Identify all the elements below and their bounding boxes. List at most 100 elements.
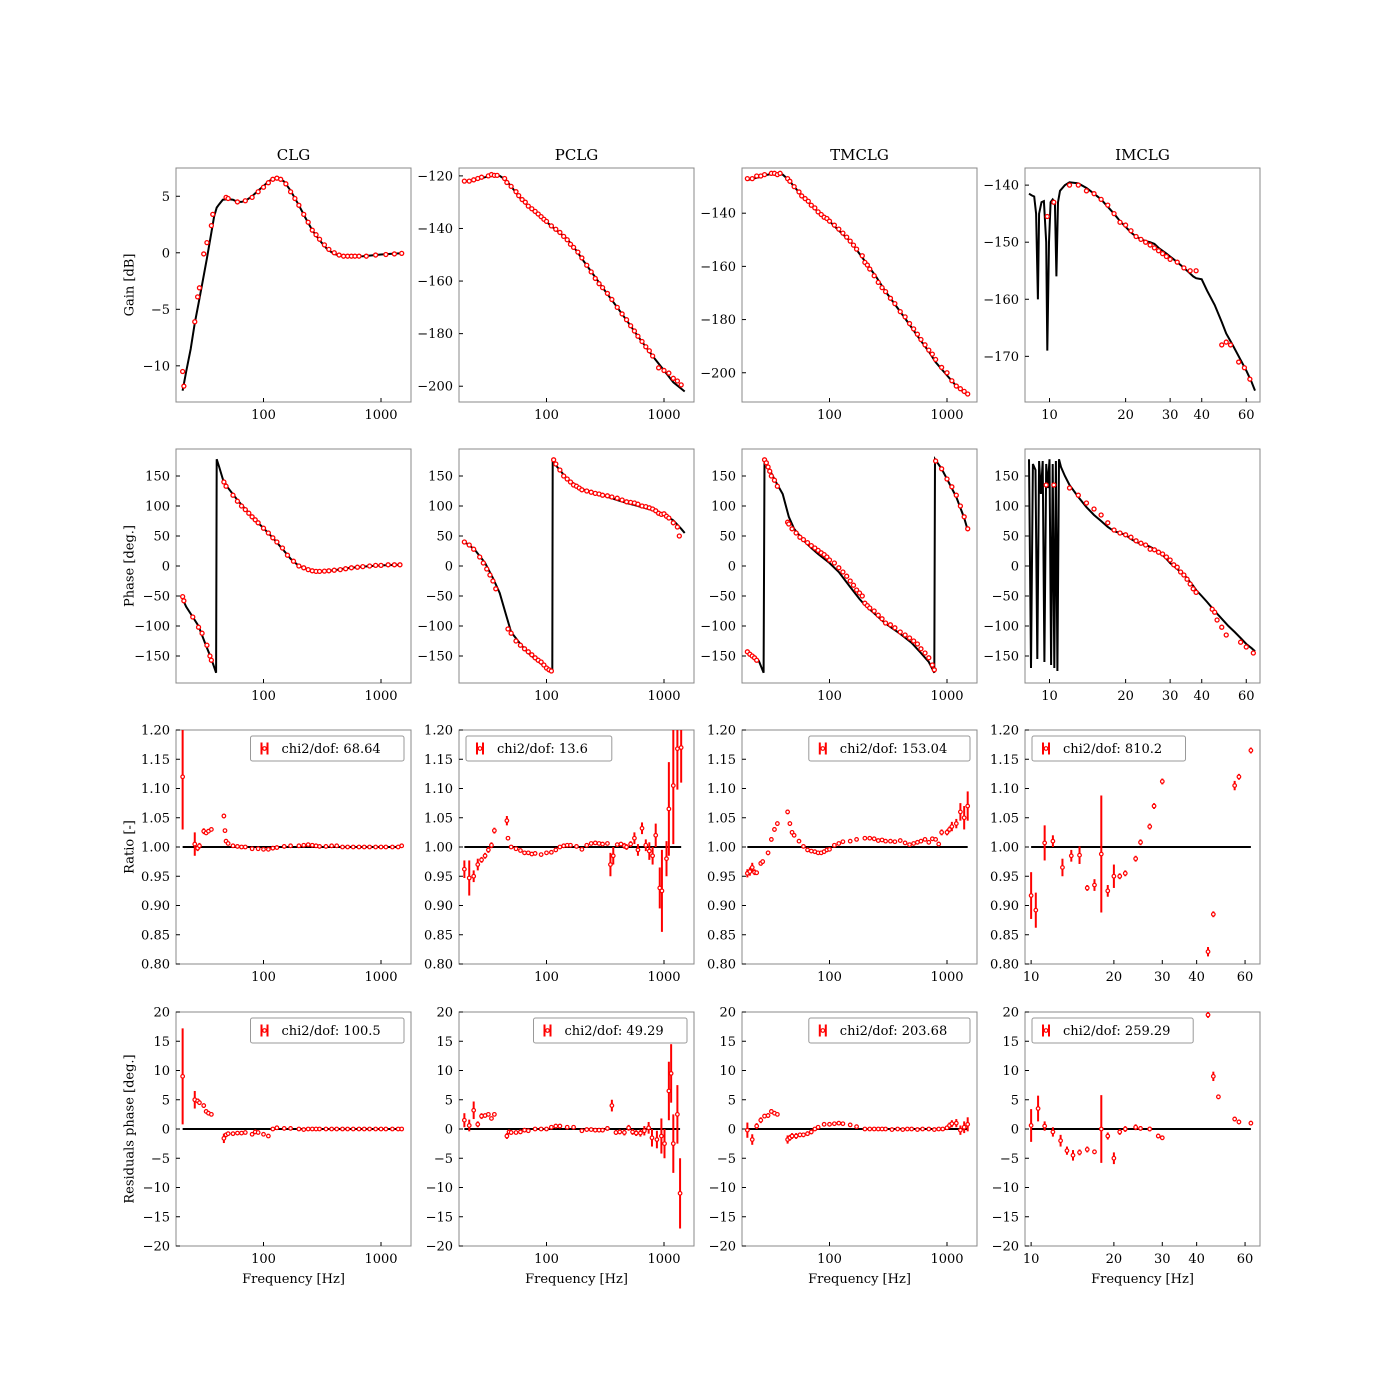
data-point — [1128, 228, 1134, 234]
y-tick-label: 15 — [436, 1035, 453, 1050]
x-tick-label: 1000 — [647, 689, 680, 704]
data-point — [957, 386, 964, 392]
data-point — [879, 616, 885, 622]
y-tick-label: 150 — [994, 470, 1019, 485]
data-point — [372, 252, 379, 258]
data-point — [774, 1111, 780, 1117]
data-point — [856, 590, 863, 596]
data-point — [624, 844, 629, 850]
data-point — [765, 1113, 771, 1118]
data-point — [1219, 342, 1225, 348]
data-point — [749, 1137, 755, 1142]
data-point — [847, 578, 853, 584]
data-point — [744, 1127, 750, 1133]
y-tick-label: −10 — [426, 1181, 453, 1196]
data-point — [553, 847, 559, 853]
data-point — [1117, 219, 1123, 225]
data-point — [768, 473, 775, 479]
data-point — [230, 843, 236, 849]
data-point — [821, 1121, 827, 1127]
data-point — [1236, 359, 1242, 365]
data-point — [548, 849, 554, 855]
data-point — [265, 180, 272, 186]
data-point — [592, 275, 598, 282]
data-point — [508, 1130, 514, 1135]
data-point — [296, 843, 302, 849]
data-point — [659, 888, 665, 894]
data-point — [588, 1127, 594, 1132]
y-tick-label: −100 — [417, 620, 453, 635]
y-tick-label: 1.20 — [141, 724, 170, 739]
plot-area — [1028, 1012, 1254, 1165]
data-point — [853, 246, 860, 252]
data-point — [544, 1126, 549, 1132]
data-point — [279, 545, 286, 551]
data-point — [493, 586, 499, 592]
data-point — [871, 273, 877, 279]
y-tick-label: 0.95 — [990, 870, 1019, 885]
data-point — [831, 560, 838, 566]
data-point — [661, 367, 667, 374]
data-point — [610, 853, 616, 859]
data-point — [561, 233, 567, 240]
data-point — [670, 783, 676, 788]
data-point — [301, 565, 307, 571]
data-point — [949, 1121, 955, 1127]
data-point — [1210, 1073, 1216, 1079]
data-point — [225, 1131, 231, 1137]
y-tick-label: 15 — [719, 1035, 736, 1050]
y-tick-label: −180 — [700, 313, 736, 328]
data-point — [201, 251, 207, 257]
x-axis-label: Frequency [Hz] — [525, 1272, 628, 1287]
data-point — [316, 568, 323, 575]
panel-imclg-residual: −20 −15 −10 −5 0 5 10 15 20 10 20 30 40 60 Frequency [… — [992, 1006, 1261, 1287]
data-point — [230, 492, 236, 498]
data-point — [584, 842, 590, 848]
y-tick-label: −120 — [417, 169, 453, 184]
data-point — [836, 226, 842, 232]
data-point — [482, 853, 488, 859]
data-point — [836, 1120, 842, 1126]
y-tick-label: 0.90 — [141, 899, 170, 914]
y-tick-label: 0.80 — [424, 958, 453, 973]
data-point — [1092, 882, 1097, 888]
data-point — [805, 847, 810, 853]
data-point — [1142, 542, 1149, 548]
data-point — [321, 242, 328, 248]
row-ylabel-residual: Residuals phase [deg.] — [123, 1054, 138, 1203]
data-point — [1083, 500, 1090, 506]
data-point — [564, 1124, 570, 1130]
data-point — [801, 844, 806, 849]
data-point — [334, 1126, 340, 1132]
y-tick-label: 20 — [1002, 1006, 1019, 1021]
data-point — [1187, 268, 1193, 274]
model-line — [464, 174, 686, 393]
data-point — [864, 262, 871, 268]
legend-box — [808, 735, 971, 762]
data-point — [505, 835, 511, 841]
data-point — [1092, 1149, 1097, 1155]
data-point — [1232, 783, 1238, 788]
data-point — [765, 464, 771, 470]
data-point — [929, 662, 935, 668]
x-tick-label: 1000 — [364, 689, 397, 704]
data-point — [1151, 547, 1158, 553]
data-point — [356, 844, 362, 850]
data-point — [313, 232, 319, 238]
data-point — [1147, 546, 1153, 552]
data-point — [342, 566, 349, 572]
data-point — [1167, 256, 1173, 262]
y-tick-label: 10 — [153, 1064, 170, 1079]
legend-label: chi2/dof: 153.04 — [840, 742, 947, 757]
data-point — [1219, 624, 1225, 630]
data-point — [557, 1123, 563, 1129]
data-point — [491, 1111, 497, 1117]
data-point — [763, 460, 769, 466]
data-point — [252, 517, 258, 523]
y-tick-label: −150 — [983, 236, 1019, 251]
y-tick-label: 1.20 — [990, 724, 1019, 739]
y-tick-label: 0 — [445, 560, 453, 575]
legend-marker — [1043, 1028, 1049, 1033]
y-tick-label: 0.85 — [707, 928, 736, 943]
data-point — [953, 383, 959, 389]
